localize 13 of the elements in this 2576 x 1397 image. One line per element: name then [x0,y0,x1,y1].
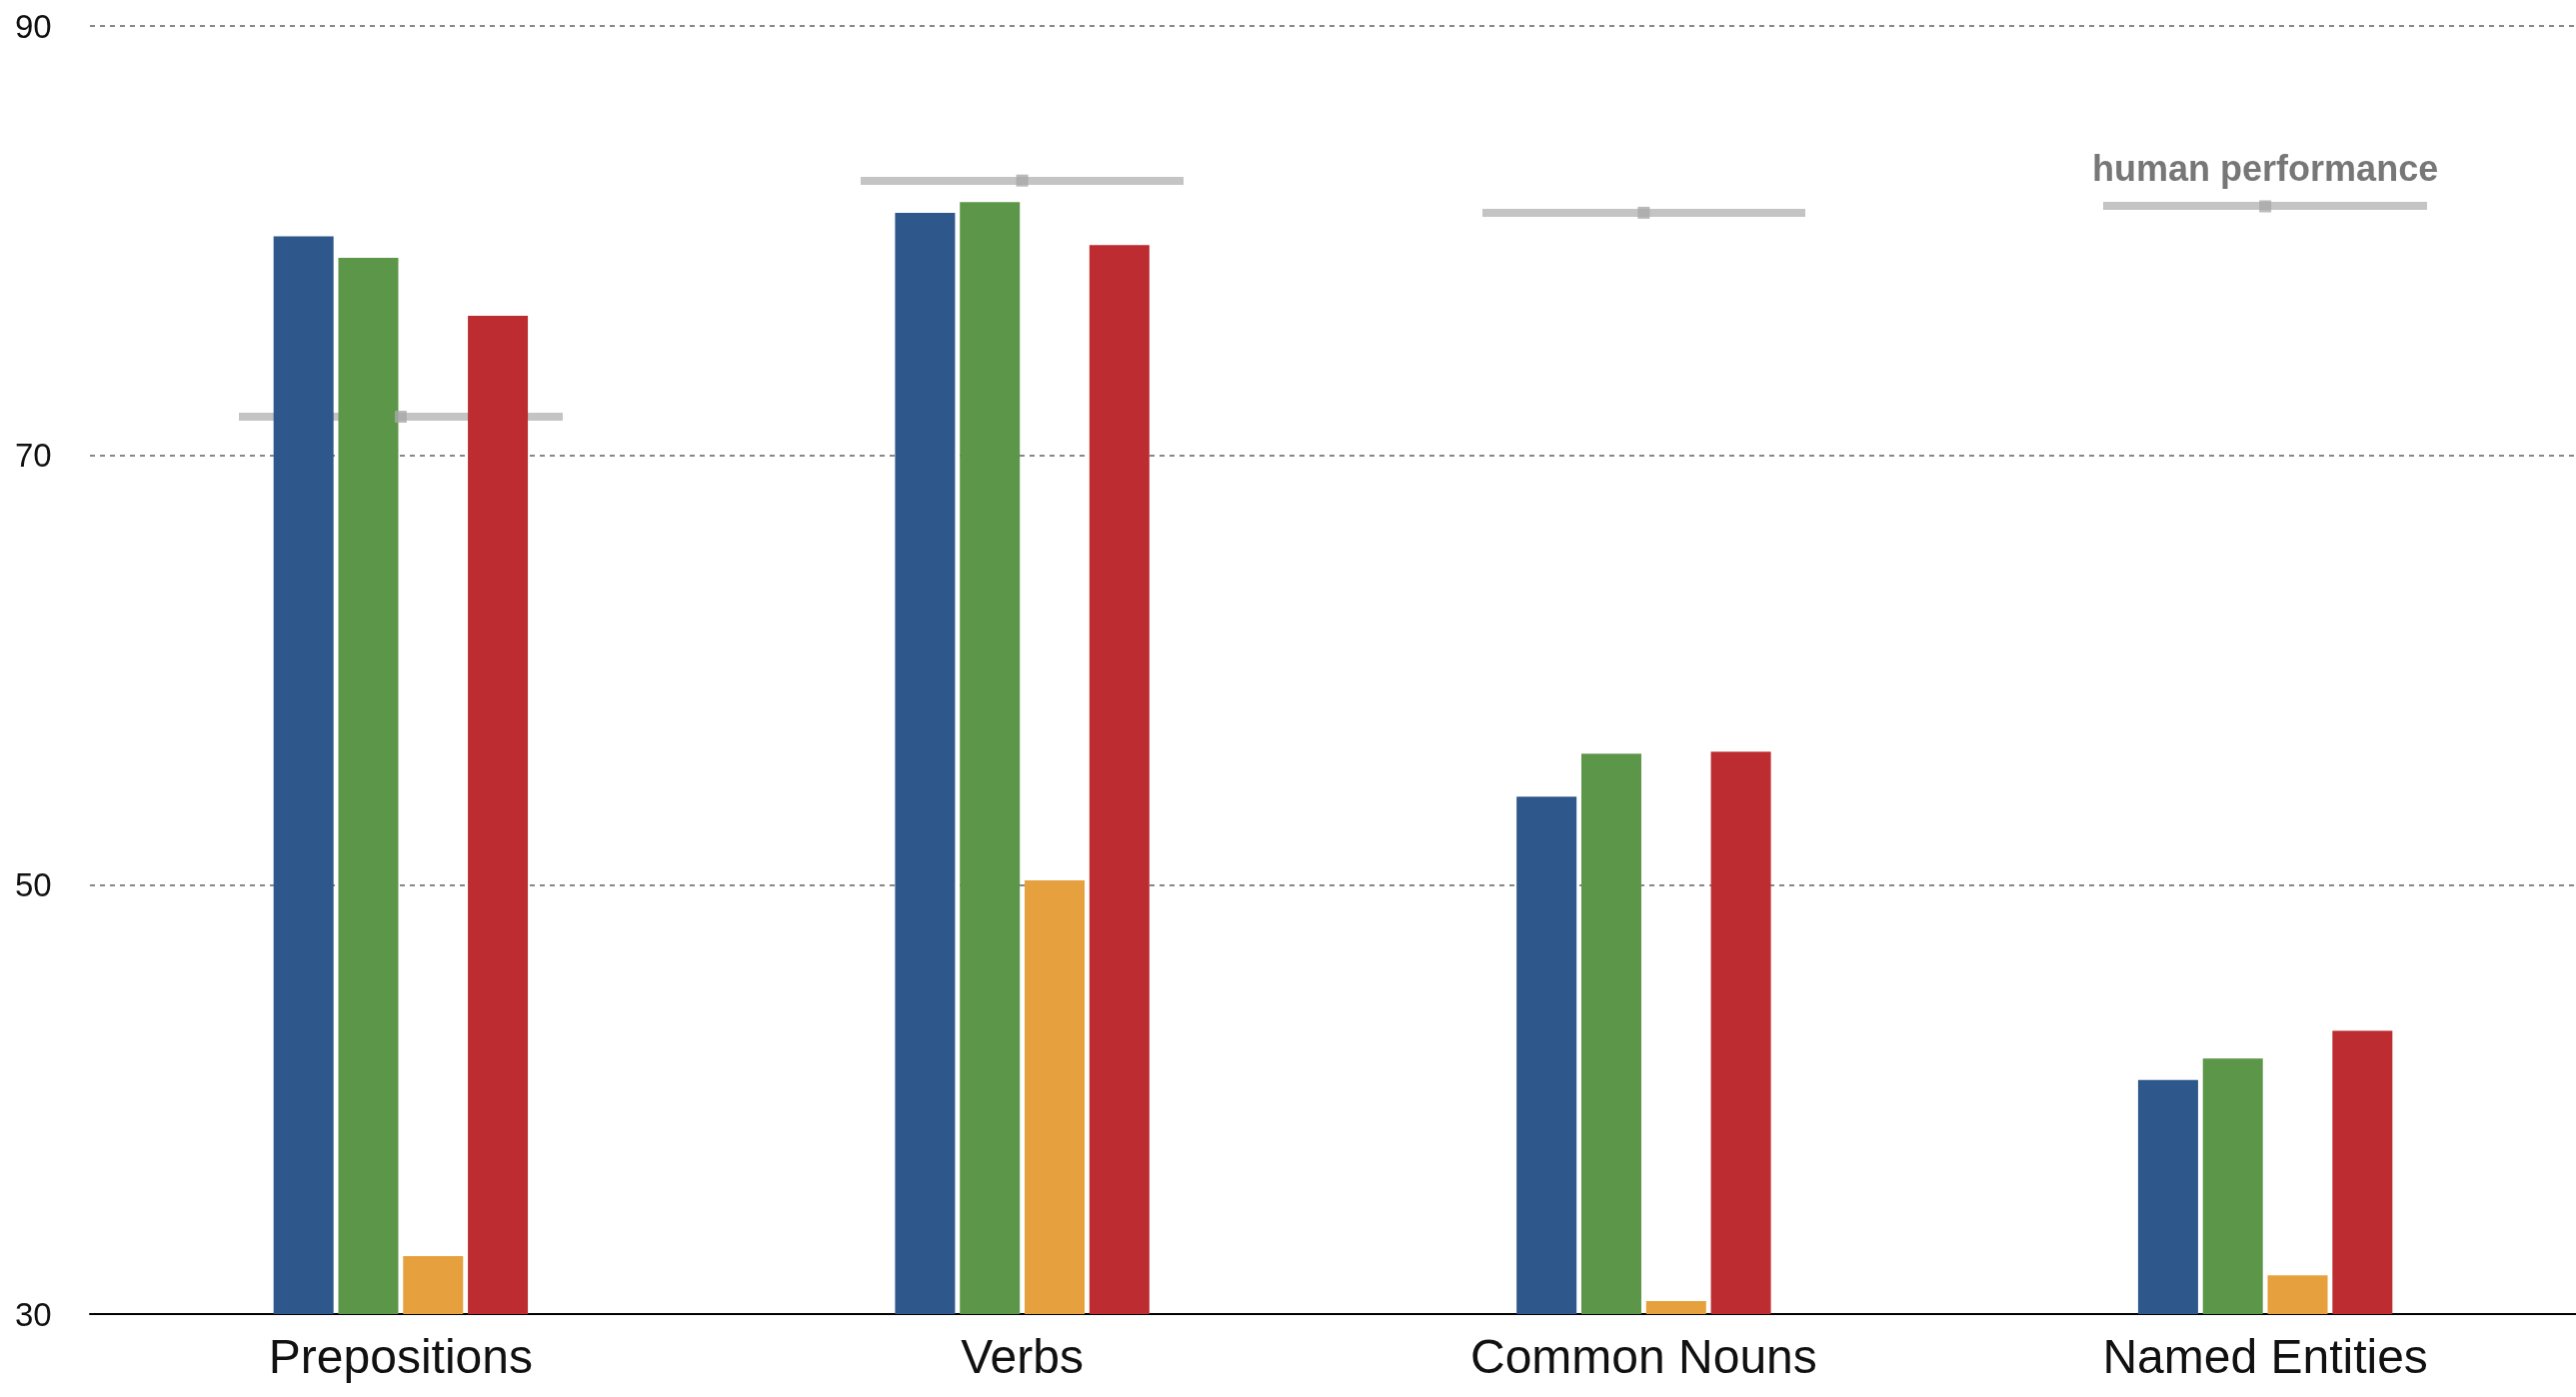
x-tick-label: Verbs [961,1329,1084,1383]
point [1637,206,1650,219]
point [2259,200,2272,213]
y-tick-label: 70 [15,437,52,475]
series-label: human performance [2092,147,2439,189]
point [394,411,407,423]
y-tick-label: 30 [15,1295,52,1333]
x-tick-label: Named Entities [2102,1329,2428,1383]
point [1016,174,1029,187]
x-tick-label: Prepositions [268,1329,533,1383]
x-tick-label: Common Nouns [1469,1329,1817,1383]
y-tick-label: 50 [15,865,52,903]
y-tick-label: 90 [15,7,52,45]
